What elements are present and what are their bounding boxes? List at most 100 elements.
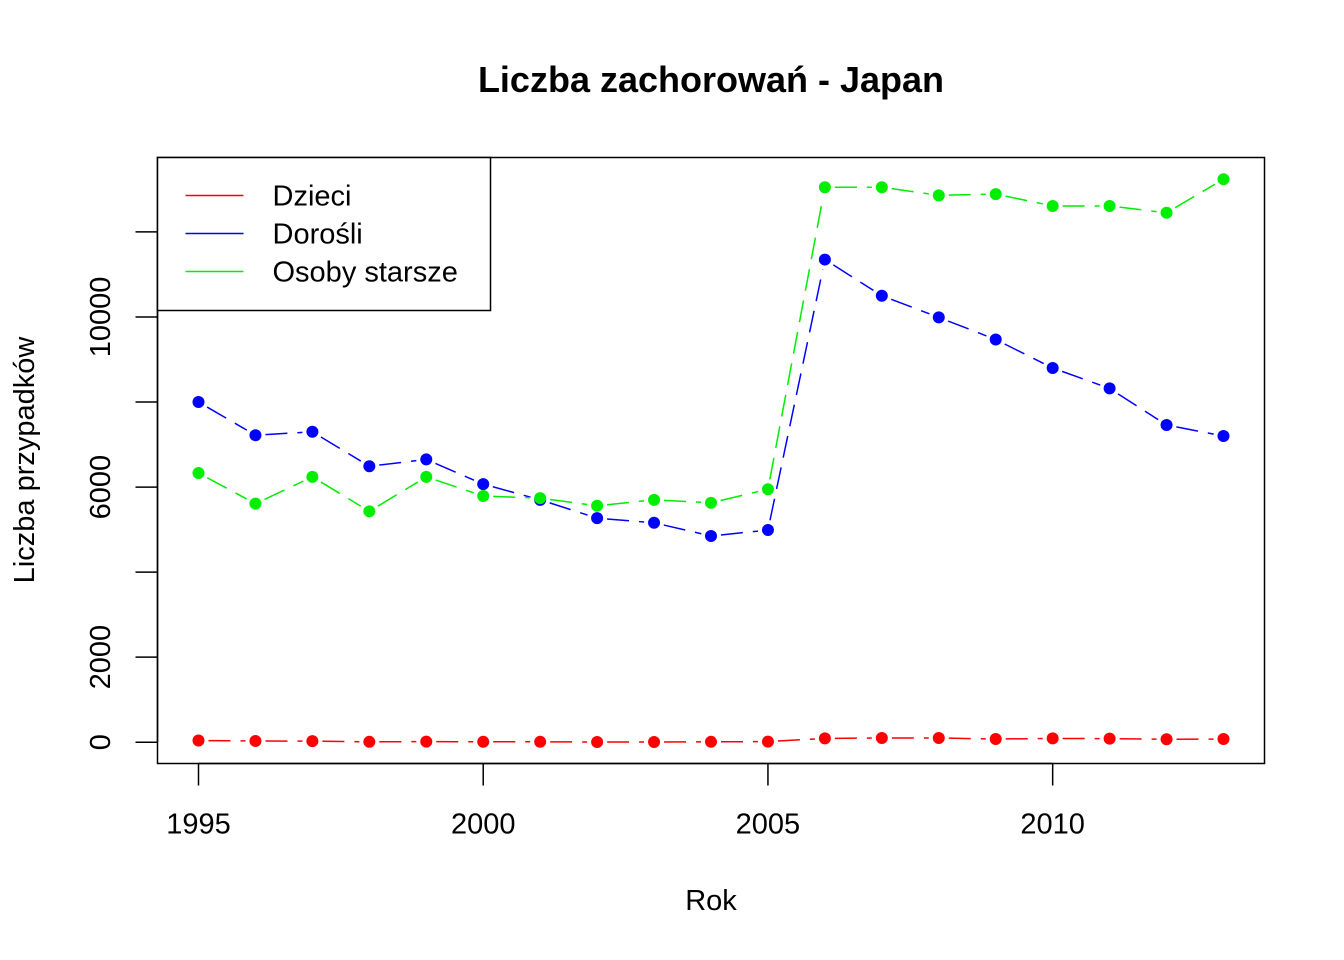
data-point — [989, 333, 1002, 346]
data-point — [648, 516, 661, 529]
data-point — [192, 734, 205, 747]
series-segment — [607, 518, 645, 523]
series-segment — [1061, 370, 1101, 386]
series-segment — [663, 524, 702, 535]
x-tick-label: 2005 — [736, 809, 801, 841]
data-point — [420, 470, 433, 483]
data-point — [192, 396, 205, 409]
series-segment — [832, 264, 874, 291]
data-point — [1160, 733, 1173, 746]
series-0 — [192, 731, 1230, 749]
series-segment — [549, 502, 588, 516]
x-axis-label: Rok — [685, 885, 737, 917]
series-segment — [206, 406, 248, 431]
data-point — [875, 289, 888, 302]
series-segment — [264, 480, 304, 501]
data-point — [761, 735, 774, 748]
series-segment — [435, 479, 474, 494]
data-point — [875, 181, 888, 194]
data-point — [989, 733, 1002, 746]
data-point — [932, 311, 945, 324]
data-point — [306, 470, 319, 483]
series-segment — [720, 530, 759, 536]
data-point — [818, 732, 831, 745]
data-point — [249, 429, 262, 442]
series-segment — [720, 490, 759, 502]
data-point — [363, 505, 376, 518]
data-point — [818, 253, 831, 266]
data-point — [1046, 732, 1059, 745]
data-point — [477, 735, 490, 748]
series-segment — [379, 459, 417, 466]
series-segment — [493, 495, 531, 499]
series-segment — [1176, 426, 1214, 435]
data-point — [1160, 206, 1173, 219]
data-point — [1046, 362, 1059, 375]
data-point — [420, 735, 433, 748]
x-axis: 1995 2000 2005 2010 — [166, 762, 1085, 841]
chart-title: Liczba zachorowań - Japan — [478, 59, 944, 100]
series-segment — [1174, 183, 1216, 209]
series-segment — [265, 431, 303, 436]
series-segment — [1005, 195, 1044, 205]
x-tick-label: 1995 — [166, 809, 231, 841]
legend-label: Osoby starsze — [273, 257, 458, 289]
data-point — [1160, 418, 1173, 431]
data-point — [1103, 382, 1116, 395]
y-tick-label: 2000 — [85, 625, 117, 690]
data-point — [705, 735, 717, 748]
data-point — [1103, 732, 1116, 745]
data-point — [932, 189, 945, 202]
series-segment — [890, 298, 930, 315]
data-point — [761, 483, 774, 496]
data-point — [818, 181, 831, 194]
data-point — [591, 512, 604, 525]
data-point — [363, 735, 376, 748]
data-point — [306, 425, 319, 438]
x-tick-label: 2000 — [451, 809, 516, 841]
data-point — [1103, 199, 1116, 212]
y-axis: 0 2000 6000 10000 — [85, 231, 159, 750]
data-point — [932, 731, 945, 744]
data-point — [1217, 173, 1230, 186]
y-tick-label: 0 — [85, 734, 117, 750]
data-point — [363, 460, 376, 473]
data-point — [249, 497, 262, 510]
series-segment — [320, 481, 362, 507]
data-point — [1217, 430, 1230, 443]
data-point — [989, 188, 1002, 201]
y-tick-label: 10000 — [85, 277, 117, 358]
data-point — [705, 529, 717, 542]
series-2 — [192, 173, 1230, 518]
data-point — [875, 731, 888, 744]
legend: Dzieci Dorośli Osoby starsze — [156, 156, 492, 312]
series-segment — [948, 737, 986, 740]
series-segment — [769, 269, 824, 521]
series-segment — [769, 196, 824, 480]
data-point — [648, 736, 661, 749]
series-segment — [777, 738, 815, 742]
series-segment — [1117, 393, 1159, 421]
series-segment — [891, 187, 929, 195]
y-axis-label: Liczba przypadków — [9, 336, 41, 584]
series-segment — [1119, 206, 1157, 213]
data-point — [648, 493, 661, 506]
data-point — [477, 490, 490, 503]
data-point — [306, 735, 319, 748]
series-segment — [377, 481, 419, 507]
series-segment — [435, 462, 475, 481]
data-point — [591, 499, 604, 512]
data-point — [761, 524, 774, 537]
data-point — [591, 736, 604, 749]
series-segment — [606, 500, 645, 506]
data-point — [420, 453, 433, 466]
legend-label: Dorośli — [273, 219, 363, 251]
series-segment — [206, 477, 247, 500]
data-point — [477, 478, 490, 491]
data-point — [192, 467, 205, 480]
x-tick-label: 2010 — [1020, 809, 1085, 841]
series-segment — [948, 193, 986, 196]
series-segment — [947, 320, 987, 337]
series-segment — [1004, 343, 1045, 365]
data-point — [534, 735, 547, 748]
